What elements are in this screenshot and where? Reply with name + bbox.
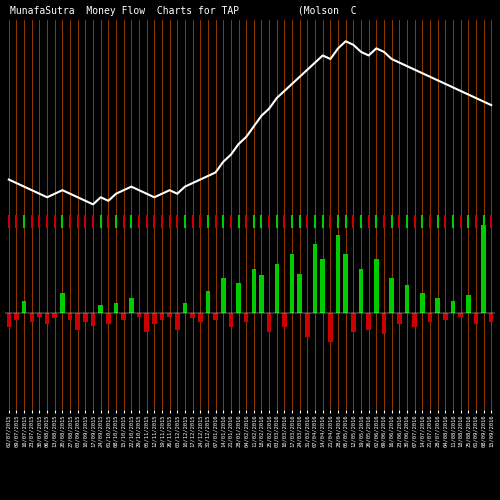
Bar <box>198 312 202 322</box>
Bar <box>397 312 402 324</box>
Bar <box>152 312 156 324</box>
Bar <box>390 278 394 312</box>
Bar <box>481 225 486 312</box>
Bar <box>52 312 57 318</box>
Bar <box>213 312 218 320</box>
Bar <box>404 285 409 312</box>
Bar <box>182 302 187 312</box>
Bar <box>428 312 432 322</box>
Bar <box>144 312 149 332</box>
Bar <box>328 312 332 342</box>
Bar <box>136 312 141 318</box>
Bar <box>358 268 364 312</box>
Bar <box>420 293 424 312</box>
Bar <box>129 298 134 312</box>
Bar <box>37 312 42 318</box>
Bar <box>474 312 478 324</box>
Bar <box>436 298 440 312</box>
Bar <box>344 254 348 312</box>
Bar <box>190 312 195 318</box>
Bar <box>282 312 287 327</box>
Bar <box>206 291 210 312</box>
Bar <box>466 295 470 312</box>
Bar <box>76 312 80 330</box>
Bar <box>244 312 248 322</box>
Bar <box>83 312 87 322</box>
Bar <box>443 312 448 320</box>
Bar <box>14 312 19 320</box>
Bar <box>336 234 340 312</box>
Bar <box>91 312 96 326</box>
Bar <box>114 302 118 312</box>
Bar <box>236 283 241 312</box>
Bar <box>98 304 103 312</box>
Bar <box>290 254 294 312</box>
Bar <box>374 259 378 312</box>
Bar <box>274 264 279 312</box>
Bar <box>221 278 226 312</box>
Bar <box>450 301 455 312</box>
Bar <box>22 301 26 312</box>
Bar <box>106 312 110 324</box>
Bar <box>489 312 494 322</box>
Text: MunafaSutra  Money Flow  Charts for TAP          (Molson  C                     : MunafaSutra Money Flow Charts for TAP (M… <box>10 6 500 16</box>
Bar <box>366 312 371 330</box>
Bar <box>175 312 180 330</box>
Bar <box>122 312 126 320</box>
Bar <box>458 312 463 318</box>
Bar <box>252 268 256 312</box>
Bar <box>298 274 302 312</box>
Bar <box>228 312 233 327</box>
Bar <box>351 312 356 332</box>
Bar <box>267 312 272 332</box>
Bar <box>259 276 264 312</box>
Bar <box>45 312 50 324</box>
Bar <box>160 312 164 320</box>
Bar <box>60 293 64 312</box>
Bar <box>68 312 72 320</box>
Bar <box>168 312 172 318</box>
Bar <box>313 244 318 312</box>
Bar <box>412 312 417 327</box>
Bar <box>305 312 310 337</box>
Bar <box>320 259 325 312</box>
Bar <box>6 312 11 327</box>
Bar <box>30 312 34 322</box>
Bar <box>382 312 386 334</box>
